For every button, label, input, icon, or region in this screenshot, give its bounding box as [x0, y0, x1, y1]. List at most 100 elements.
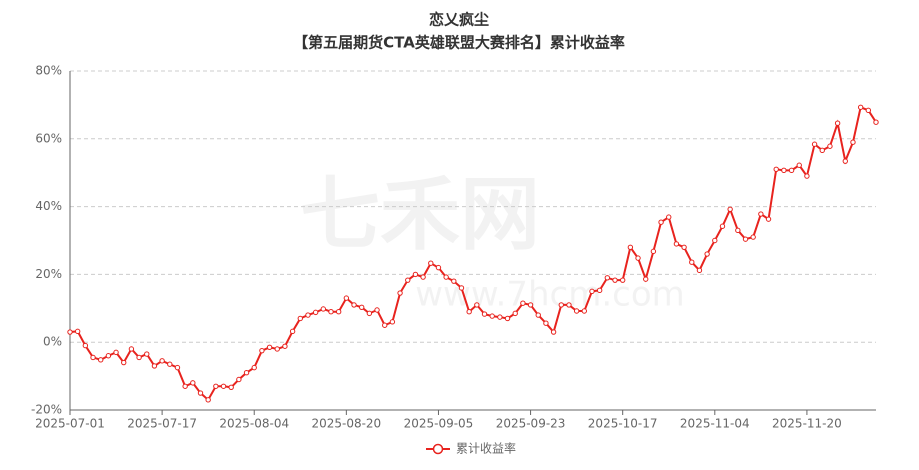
data-point: [397, 290, 403, 296]
data-point: [305, 312, 311, 318]
data-point: [704, 251, 710, 257]
data-point: [435, 264, 442, 271]
data-point: [458, 285, 465, 291]
data-point: [596, 287, 603, 294]
data-point: [82, 342, 89, 349]
data-point: [834, 120, 841, 126]
data-point: [627, 244, 634, 250]
data-point: [144, 351, 150, 357]
data-point: [182, 383, 188, 389]
data-point: [259, 347, 265, 354]
data-point: [681, 244, 687, 250]
y-tick-label: -20%: [31, 403, 62, 417]
data-point: [842, 158, 848, 164]
data-point: [74, 328, 81, 335]
data-point: [190, 380, 196, 386]
data-point: [67, 329, 73, 335]
data-point: [274, 346, 280, 352]
legend-label: 累计收益率: [456, 441, 516, 456]
data-point: [159, 358, 165, 364]
x-tick-label: 2025-09-23: [496, 417, 566, 431]
data-point: [635, 255, 641, 261]
x-tick-label: 2025-11-20: [772, 417, 842, 431]
data-point: [420, 274, 426, 280]
legend-marker: [432, 443, 444, 455]
data-point: [543, 320, 549, 326]
data-point: [213, 383, 219, 389]
data-point: [151, 363, 158, 369]
data-point: [758, 211, 764, 217]
data-point: [773, 166, 779, 173]
data-point: [489, 313, 495, 319]
y-tick-label: 40%: [35, 199, 62, 213]
data-point: [650, 248, 657, 255]
data-point: [520, 300, 526, 306]
data-point: [205, 397, 211, 403]
x-tick-label: 2025-08-20: [311, 417, 381, 431]
data-point: [666, 214, 672, 220]
x-tick-label: 2025-11-04: [680, 417, 750, 431]
data-point: [527, 302, 534, 308]
data-point: [351, 302, 357, 308]
data-point: [167, 361, 173, 367]
data-point: [865, 107, 872, 114]
data-point: [121, 359, 127, 366]
data-point: [451, 278, 457, 284]
data-point: [558, 302, 564, 308]
watermark-url: www.7hcm.com: [415, 275, 685, 315]
data-point: [90, 354, 96, 361]
data-point: [312, 309, 319, 316]
data-point: [374, 307, 380, 313]
data-point: [604, 275, 611, 281]
data-point: [282, 343, 288, 349]
data-point: [228, 384, 234, 390]
y-tick-label: 80%: [35, 64, 62, 78]
x-tick-label: 2025-09-05: [404, 417, 474, 431]
data-point: [765, 216, 772, 222]
data-point: [796, 162, 802, 168]
data-point: [804, 173, 810, 179]
data-point: [712, 237, 718, 244]
data-point: [412, 271, 419, 278]
data-point: [466, 308, 472, 315]
data-point: [335, 308, 342, 315]
data-point: [658, 219, 664, 225]
data-point: [566, 302, 572, 308]
data-point: [811, 141, 818, 147]
watermark: 七禾网: [300, 168, 540, 261]
data-point: [819, 147, 825, 154]
data-point: [236, 376, 242, 383]
data-point: [857, 104, 864, 110]
data-point: [328, 308, 334, 315]
data-point: [827, 143, 833, 149]
data-point: [136, 354, 142, 361]
data-point: [550, 329, 557, 335]
y-tick-label: 20%: [35, 267, 62, 281]
y-tick-label: 0%: [43, 335, 62, 349]
data-point: [504, 315, 511, 322]
data-point: [197, 390, 204, 396]
y-tick-label: 60%: [35, 131, 62, 145]
data-point: [589, 288, 595, 295]
data-point: [98, 357, 104, 363]
data-point: [443, 274, 449, 280]
data-point: [289, 328, 296, 335]
data-point: [781, 167, 787, 174]
data-point: [481, 311, 488, 317]
data-point: [220, 383, 227, 389]
data-point: [689, 259, 695, 265]
data-point: [727, 206, 733, 213]
data-point: [297, 315, 303, 322]
data-point: [850, 139, 856, 145]
data-point: [619, 277, 626, 283]
data-point: [343, 295, 350, 301]
data-point: [643, 276, 649, 282]
data-point: [251, 364, 257, 371]
x-tick-label: 2025-07-01: [35, 417, 105, 431]
data-point: [105, 353, 112, 359]
data-point: [113, 349, 119, 356]
data-point: [320, 306, 327, 312]
data-point: [497, 314, 503, 320]
data-point: [573, 308, 580, 314]
data-point: [535, 312, 541, 318]
